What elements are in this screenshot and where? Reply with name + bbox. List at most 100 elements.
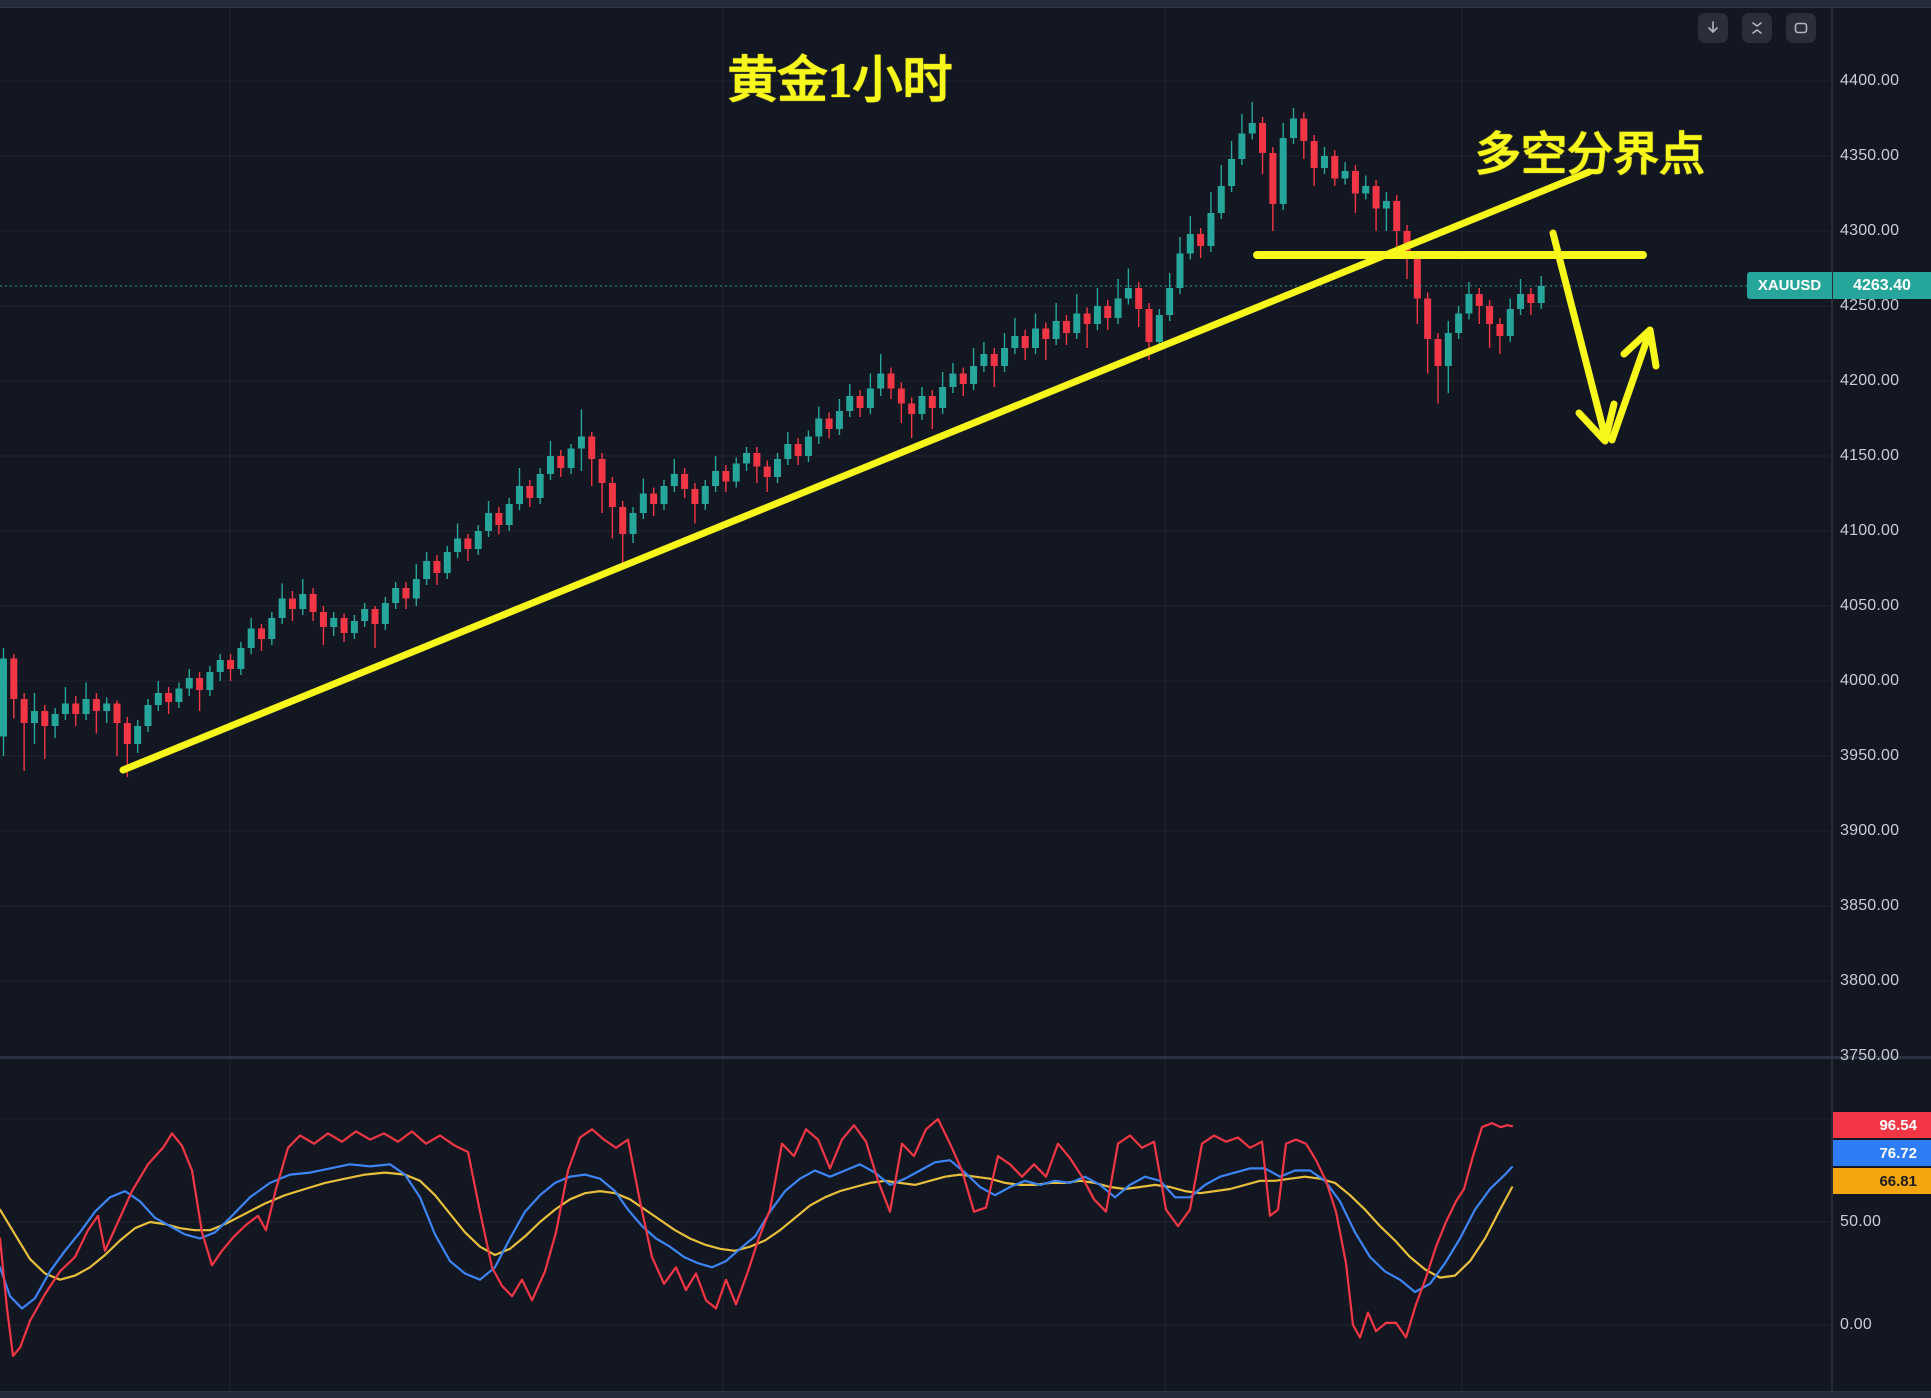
candle-body (247, 628, 255, 648)
candle-body (92, 699, 100, 711)
candle-body (990, 354, 998, 366)
candle-body (392, 588, 400, 603)
candle-body (381, 603, 389, 624)
candle-body (619, 507, 627, 534)
candle-body (412, 579, 420, 599)
candle-body (1021, 336, 1029, 348)
price-axis-label: 3900.00 (1840, 822, 1900, 839)
price-axis-label: 4400.00 (1840, 72, 1900, 89)
candle-body (970, 366, 978, 384)
candle-body (1320, 156, 1328, 168)
candle-body (1083, 313, 1091, 324)
candle-body (835, 411, 843, 429)
arrow-annotation-shaft-1 (1549, 229, 1609, 440)
candle-body (237, 648, 245, 669)
candle-body (536, 474, 544, 498)
candle-body (103, 703, 111, 711)
candle-body (1331, 156, 1339, 179)
candle-body (732, 463, 740, 482)
candle-body (72, 703, 80, 714)
candle-body (856, 396, 864, 408)
candle-body (1455, 313, 1463, 333)
candle-body (753, 453, 761, 467)
candle-body (1506, 309, 1514, 336)
candle-body (134, 726, 142, 744)
candle-body (557, 456, 565, 468)
price-axis-label: 3950.00 (1840, 747, 1900, 764)
candle-body (1114, 298, 1122, 318)
top-border-strip (0, 0, 1931, 8)
divider-annotation-label: 多空分界点 (1475, 129, 1705, 180)
kdj-line-d (0, 1171, 1514, 1281)
candle-body (30, 711, 38, 723)
candle-body (629, 513, 637, 534)
candle-body (464, 538, 472, 549)
candle-body (350, 621, 358, 633)
candle-body (1496, 324, 1504, 336)
candle-body (877, 373, 885, 389)
candle-body (402, 588, 410, 599)
candle-body (51, 714, 59, 726)
kdj-d-value-badge: 66.81 (1833, 1168, 1931, 1194)
candle-body (1424, 298, 1432, 339)
candle-body (866, 388, 874, 408)
pane-separator (0, 1056, 1931, 1059)
candle-body (1248, 123, 1256, 134)
candle-body (1217, 186, 1225, 213)
price-axis-label: 3750.00 (1840, 1047, 1900, 1064)
candle-body (1382, 201, 1390, 209)
candle-body (598, 459, 606, 483)
candle-body (61, 703, 69, 714)
candle-body (918, 396, 926, 414)
candle-body (113, 703, 121, 723)
candle-body (1413, 258, 1421, 299)
candle-body (959, 373, 967, 384)
candle-body (268, 618, 276, 639)
kdj-j-value-badge: 96.54 (1833, 1112, 1931, 1138)
candle-body (815, 418, 823, 437)
candle-body (1279, 138, 1287, 204)
last-price-badge: 4263.40 (1833, 272, 1931, 299)
candle-body (712, 471, 720, 486)
collapse-icon (1749, 20, 1765, 36)
candle-body (454, 538, 462, 552)
candle-body (319, 612, 327, 627)
candle-body (1537, 285, 1545, 303)
candle-body (784, 444, 792, 459)
candle-body (423, 561, 431, 579)
kdj-k-value-badge: 76.72 (1833, 1140, 1931, 1166)
candle-body (216, 660, 224, 672)
candle-body (526, 486, 534, 498)
candle-body (1145, 309, 1153, 342)
candle-body (774, 459, 781, 477)
candle-body (227, 660, 235, 669)
candle-body (722, 471, 730, 482)
candle-body (154, 693, 162, 705)
candle-body (1197, 234, 1205, 246)
fullscreen-button[interactable] (1786, 13, 1816, 43)
candle-body (825, 418, 833, 429)
candle-body (1434, 339, 1442, 366)
symbol-price-label: XAUUSD (1747, 272, 1832, 299)
candle-body (1527, 294, 1535, 303)
last-price-value: 4263.40 (1853, 276, 1911, 294)
candle-body (650, 493, 658, 504)
candle-body (1486, 306, 1494, 324)
chart-title: 黄金1小时 (727, 52, 953, 108)
candle-body (1517, 294, 1525, 309)
collapse-pane-button[interactable] (1742, 13, 1772, 43)
candle-body (485, 513, 493, 531)
candle-body (908, 403, 916, 414)
candle-body (1351, 171, 1359, 194)
chart-toolbar (1698, 13, 1816, 43)
candle-body (330, 618, 338, 627)
price-axis-label: 4250.00 (1840, 297, 1900, 314)
kdj-axis-label-50: 50.00 (1840, 1213, 1882, 1230)
candle-body (763, 466, 771, 477)
candle-body (288, 598, 296, 609)
scroll-to-latest-button[interactable] (1698, 13, 1728, 43)
trendline-annotation (119, 168, 1593, 774)
candle-body (939, 387, 947, 408)
candle-body (1062, 321, 1070, 333)
